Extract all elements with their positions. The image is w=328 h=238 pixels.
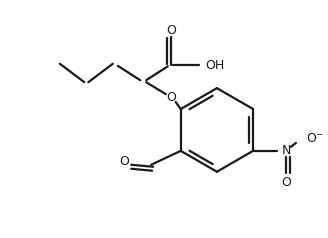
Text: O: O — [166, 91, 176, 104]
Text: O$^{-}$: O$^{-}$ — [306, 132, 324, 145]
Text: O: O — [166, 24, 176, 37]
Text: O: O — [281, 176, 291, 189]
Text: OH: OH — [206, 59, 225, 72]
Text: N: N — [281, 144, 291, 157]
Text: O: O — [119, 155, 129, 168]
